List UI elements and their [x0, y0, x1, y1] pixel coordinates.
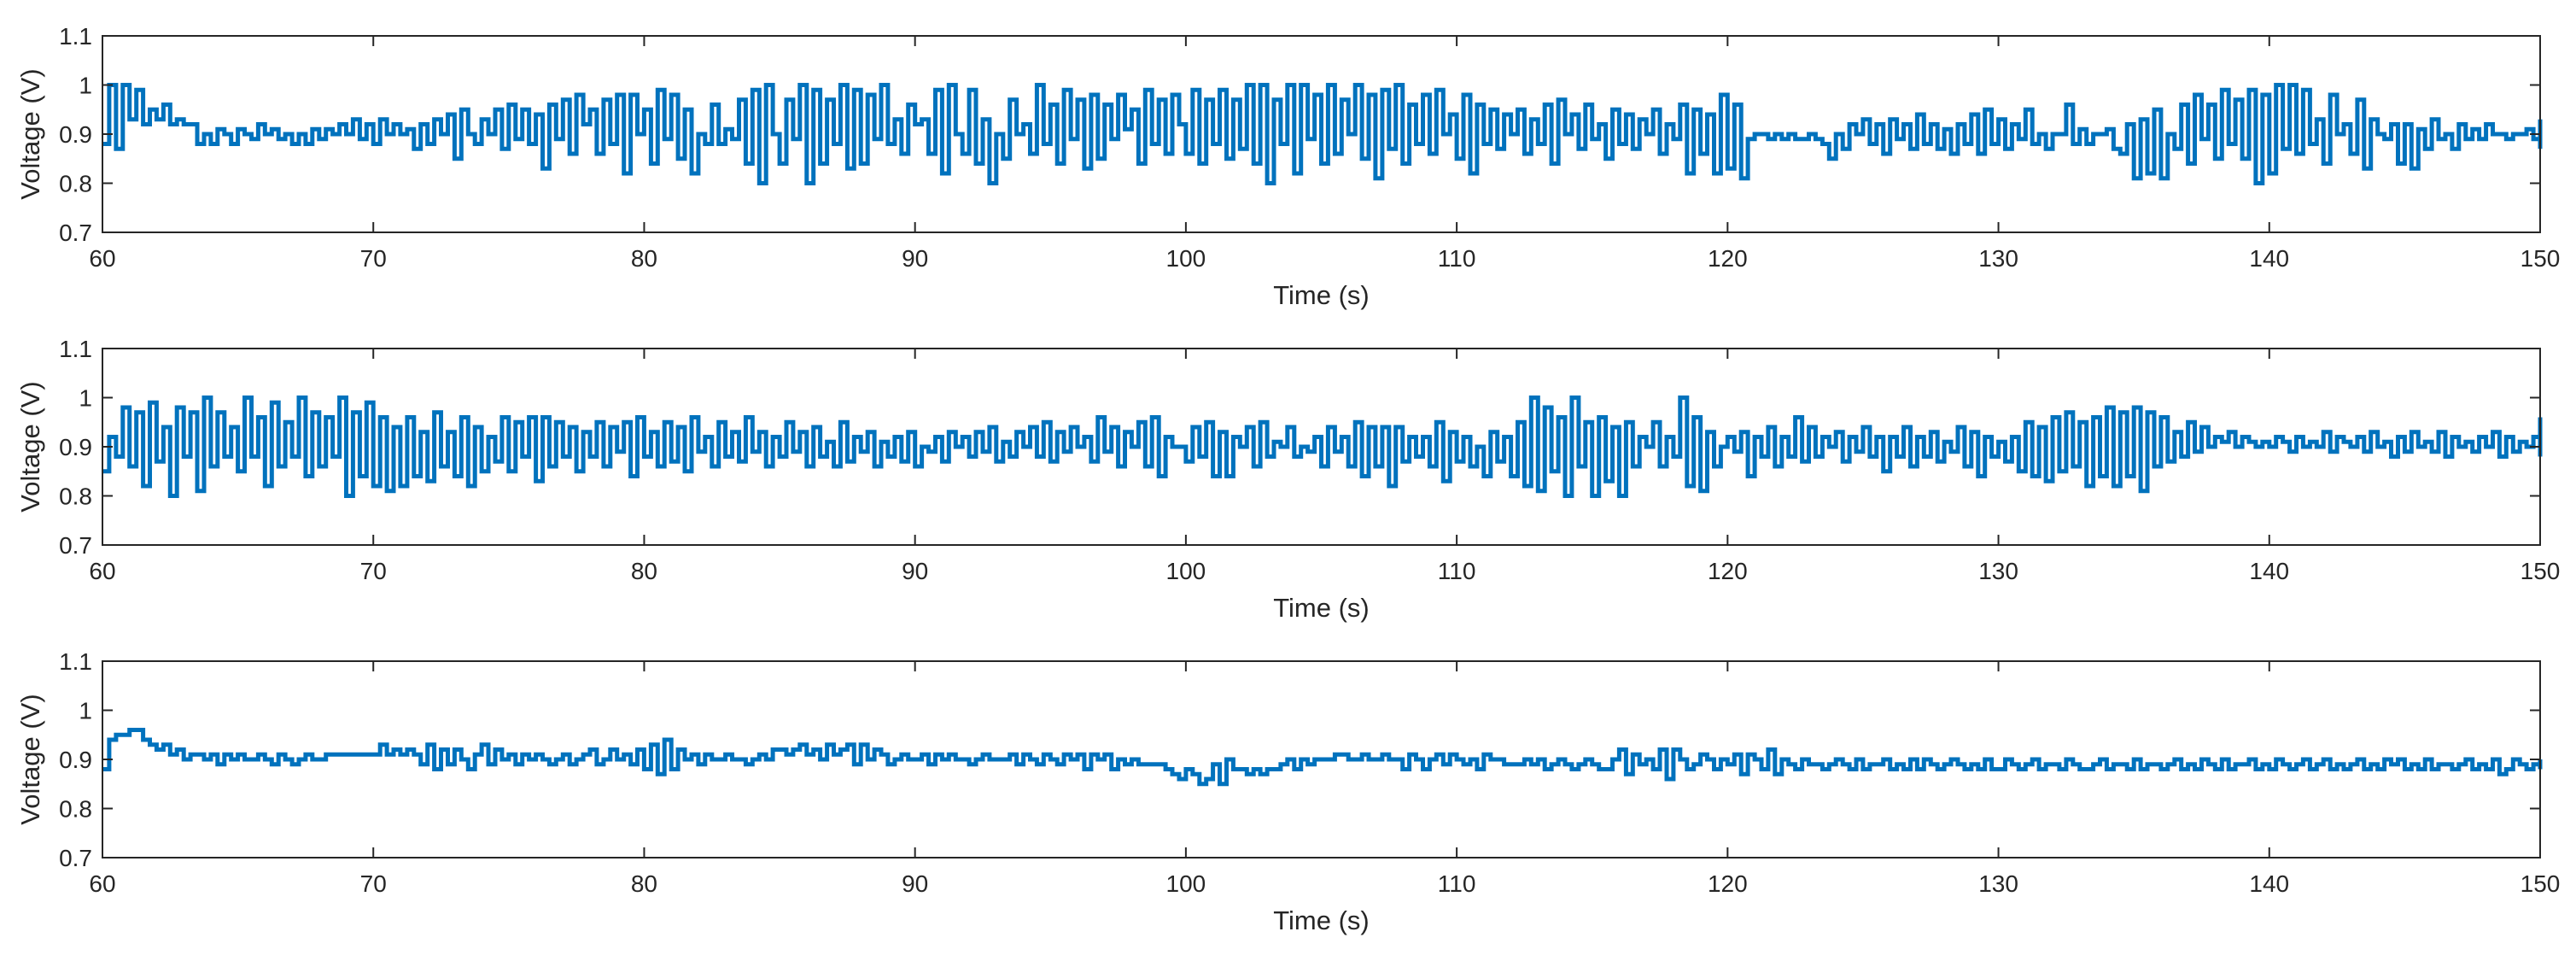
x-tick-label: 120	[1708, 245, 1748, 272]
x-tick-label: 150	[2521, 245, 2561, 272]
x-tick-label: 110	[1438, 870, 1476, 897]
x-tick-label: 140	[2249, 245, 2289, 272]
x-tick-label: 90	[902, 245, 928, 272]
x-tick-label: 110	[1438, 245, 1476, 272]
subplot-1: 60 70 80 90 100 110 120 130 140 150 0.7 0.8 0.9 1 1.1 T…	[15, 23, 2560, 310]
x-tick-label: 60	[89, 245, 115, 272]
y-tick-label: 1.1	[59, 336, 92, 362]
x-tick-label: 140	[2249, 870, 2289, 897]
y-tick-label: 1	[79, 385, 92, 412]
y-axis-label: Voltage (V)	[15, 68, 45, 199]
x-tick-label: 130	[1978, 870, 2018, 897]
series-line-1	[102, 728, 2543, 787]
y-tick-label: 0.8	[59, 483, 92, 510]
x-tick-label: 90	[902, 870, 928, 897]
series-line-1	[102, 83, 2543, 185]
x-tick-label: 60	[89, 558, 115, 584]
x-tick-label: 80	[631, 245, 657, 272]
x-tick-label: 100	[1166, 870, 1206, 897]
y-tick-label: 0.7	[59, 845, 92, 871]
x-tick-label: 80	[631, 870, 657, 897]
x-tick-label: 70	[360, 870, 387, 897]
x-tick-label: 100	[1166, 245, 1206, 272]
y-tick-label: 0.7	[59, 220, 92, 246]
x-tick-label: 60	[89, 870, 115, 897]
y-axis-label: Voltage (V)	[15, 381, 45, 512]
x-tick-label: 140	[2249, 558, 2289, 584]
x-axis-label: Time (s)	[1273, 280, 1370, 310]
y-tick-label: 0.9	[59, 747, 92, 773]
subplot-2: 60 70 80 90 100 110 120 130 140 150 0.7 0.8 0.9 1 1.1 T…	[15, 336, 2560, 623]
x-tick-label: 70	[360, 245, 387, 272]
y-tick-label: 1.1	[59, 23, 92, 50]
y-tick-label: 0.7	[59, 532, 92, 559]
x-tick-label: 80	[631, 558, 657, 584]
x-tick-label: 100	[1166, 558, 1206, 584]
x-tick-label: 120	[1708, 870, 1748, 897]
x-tick-label: 70	[360, 558, 387, 584]
x-tick-label: 120	[1708, 558, 1748, 584]
y-tick-label: 1.1	[59, 648, 92, 675]
x-tick-label: 150	[2521, 558, 2561, 584]
y-tick-label: 0.9	[59, 121, 92, 148]
series-line-1	[102, 396, 2543, 498]
x-axis-label: Time (s)	[1273, 593, 1370, 623]
x-tick-label: 150	[2521, 870, 2561, 897]
y-tick-label: 1	[79, 73, 92, 99]
y-tick-label: 0.9	[59, 434, 92, 460]
x-tick-label: 110	[1438, 558, 1476, 584]
x-tick-label: 90	[902, 558, 928, 584]
subplot-3: 60 70 80 90 100 110 120 130 140 150 0.7 0.8 0.9 1 1.1 T…	[15, 648, 2560, 935]
y-tick-label: 0.8	[59, 796, 92, 823]
x-tick-label: 130	[1978, 245, 2018, 272]
y-axis-label: Voltage (V)	[15, 694, 45, 824]
x-axis-label: Time (s)	[1273, 905, 1370, 935]
y-tick-label: 1	[79, 698, 92, 724]
y-tick-label: 0.8	[59, 171, 92, 197]
x-tick-label: 130	[1978, 558, 2018, 584]
